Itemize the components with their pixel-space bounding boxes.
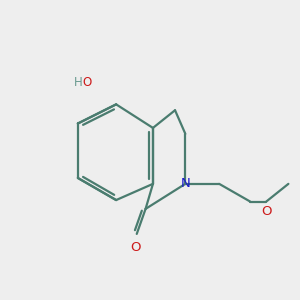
Text: H: H [74, 76, 82, 89]
Text: N: N [181, 177, 190, 190]
Text: O: O [261, 205, 272, 218]
Text: O: O [130, 241, 140, 254]
Text: O: O [83, 76, 92, 89]
